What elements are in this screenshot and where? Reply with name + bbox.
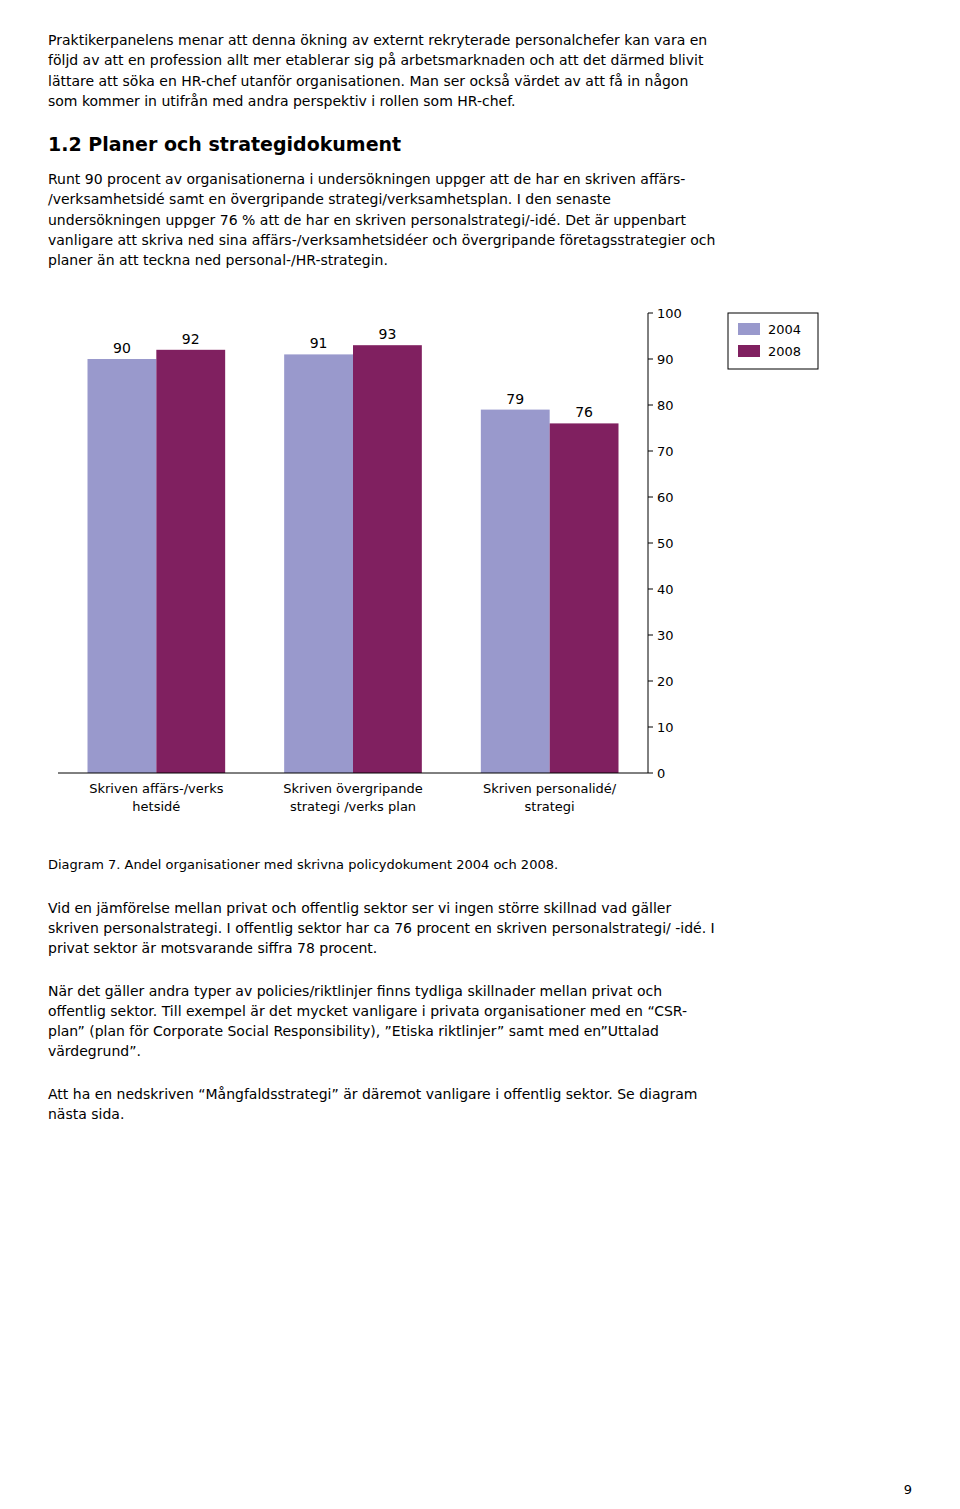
legend-label: 2004 <box>768 322 801 337</box>
legend: 2004 2008 <box>728 313 818 369</box>
chart: 90 91 79 92 93 76 0 10 20 30 40 50 60 70 80 90 100 Skrive… <box>48 293 912 853</box>
x-tick-label: Skriven affärs-/verkshetsidé <box>89 781 223 814</box>
y-tick-label: 10 <box>657 719 674 734</box>
paragraph: Praktikerpanelens menar att denna ökning… <box>48 30 912 111</box>
bar <box>481 409 550 772</box>
y-tick-label: 40 <box>657 581 674 596</box>
y-tick <box>648 496 653 497</box>
y-tick <box>648 358 653 359</box>
y-tick <box>648 588 653 589</box>
paragraph: När det gäller andra typer av policies/r… <box>48 981 912 1062</box>
caption: Diagram 7. Andel organisationer med skri… <box>48 857 912 872</box>
y-tick <box>648 634 653 635</box>
y-tick <box>648 680 653 681</box>
bar <box>550 423 619 773</box>
y-tick-label: 60 <box>657 489 674 504</box>
paragraph: Runt 90 procent av organisationerna i un… <box>48 169 912 270</box>
x-tick-label: Skriven personalidé/strategi <box>483 781 617 814</box>
data-label: 79 <box>506 390 524 406</box>
paragraph: Vid en jämförelse mellan privat och offe… <box>48 898 912 959</box>
data-label: 92 <box>182 330 200 346</box>
bar <box>284 354 353 773</box>
x-axis-line <box>58 772 648 773</box>
y-tick <box>648 450 653 451</box>
data-label: 93 <box>379 326 397 342</box>
bar <box>353 345 422 773</box>
data-label: 91 <box>310 335 328 351</box>
y-tick-label: 30 <box>657 627 674 642</box>
bar <box>88 359 157 773</box>
x-tick-label: Skriven övergripandestrategi /verks plan <box>283 781 422 814</box>
page-number: 9 <box>904 1482 912 1497</box>
y-tick <box>648 726 653 727</box>
y-tick-label: 90 <box>657 351 674 366</box>
y-tick-label: 50 <box>657 535 674 550</box>
data-label: 76 <box>575 404 593 420</box>
y-tick <box>648 312 653 313</box>
y-tick-label: 100 <box>657 305 682 320</box>
data-labels: 90 91 79 92 93 76 <box>113 326 593 420</box>
legend-frame <box>728 313 818 369</box>
y-tick-label: 20 <box>657 673 674 688</box>
y-tick <box>648 542 653 543</box>
data-label: 90 <box>113 340 131 356</box>
heading: 1.2 Planer och strategidokument <box>48 133 912 155</box>
legend-swatch <box>738 323 760 335</box>
bars <box>88 345 619 773</box>
paragraph: Att ha en nedskriven “Mångfaldsstrategi”… <box>48 1084 912 1125</box>
legend-swatch <box>738 345 760 357</box>
y-tick-label: 0 <box>657 765 665 780</box>
y-tick-label: 80 <box>657 397 674 412</box>
y-tick <box>648 772 653 773</box>
bar <box>156 349 225 772</box>
y-tick-label: 70 <box>657 443 674 458</box>
legend-label: 2008 <box>768 344 801 359</box>
y-tick <box>648 404 653 405</box>
